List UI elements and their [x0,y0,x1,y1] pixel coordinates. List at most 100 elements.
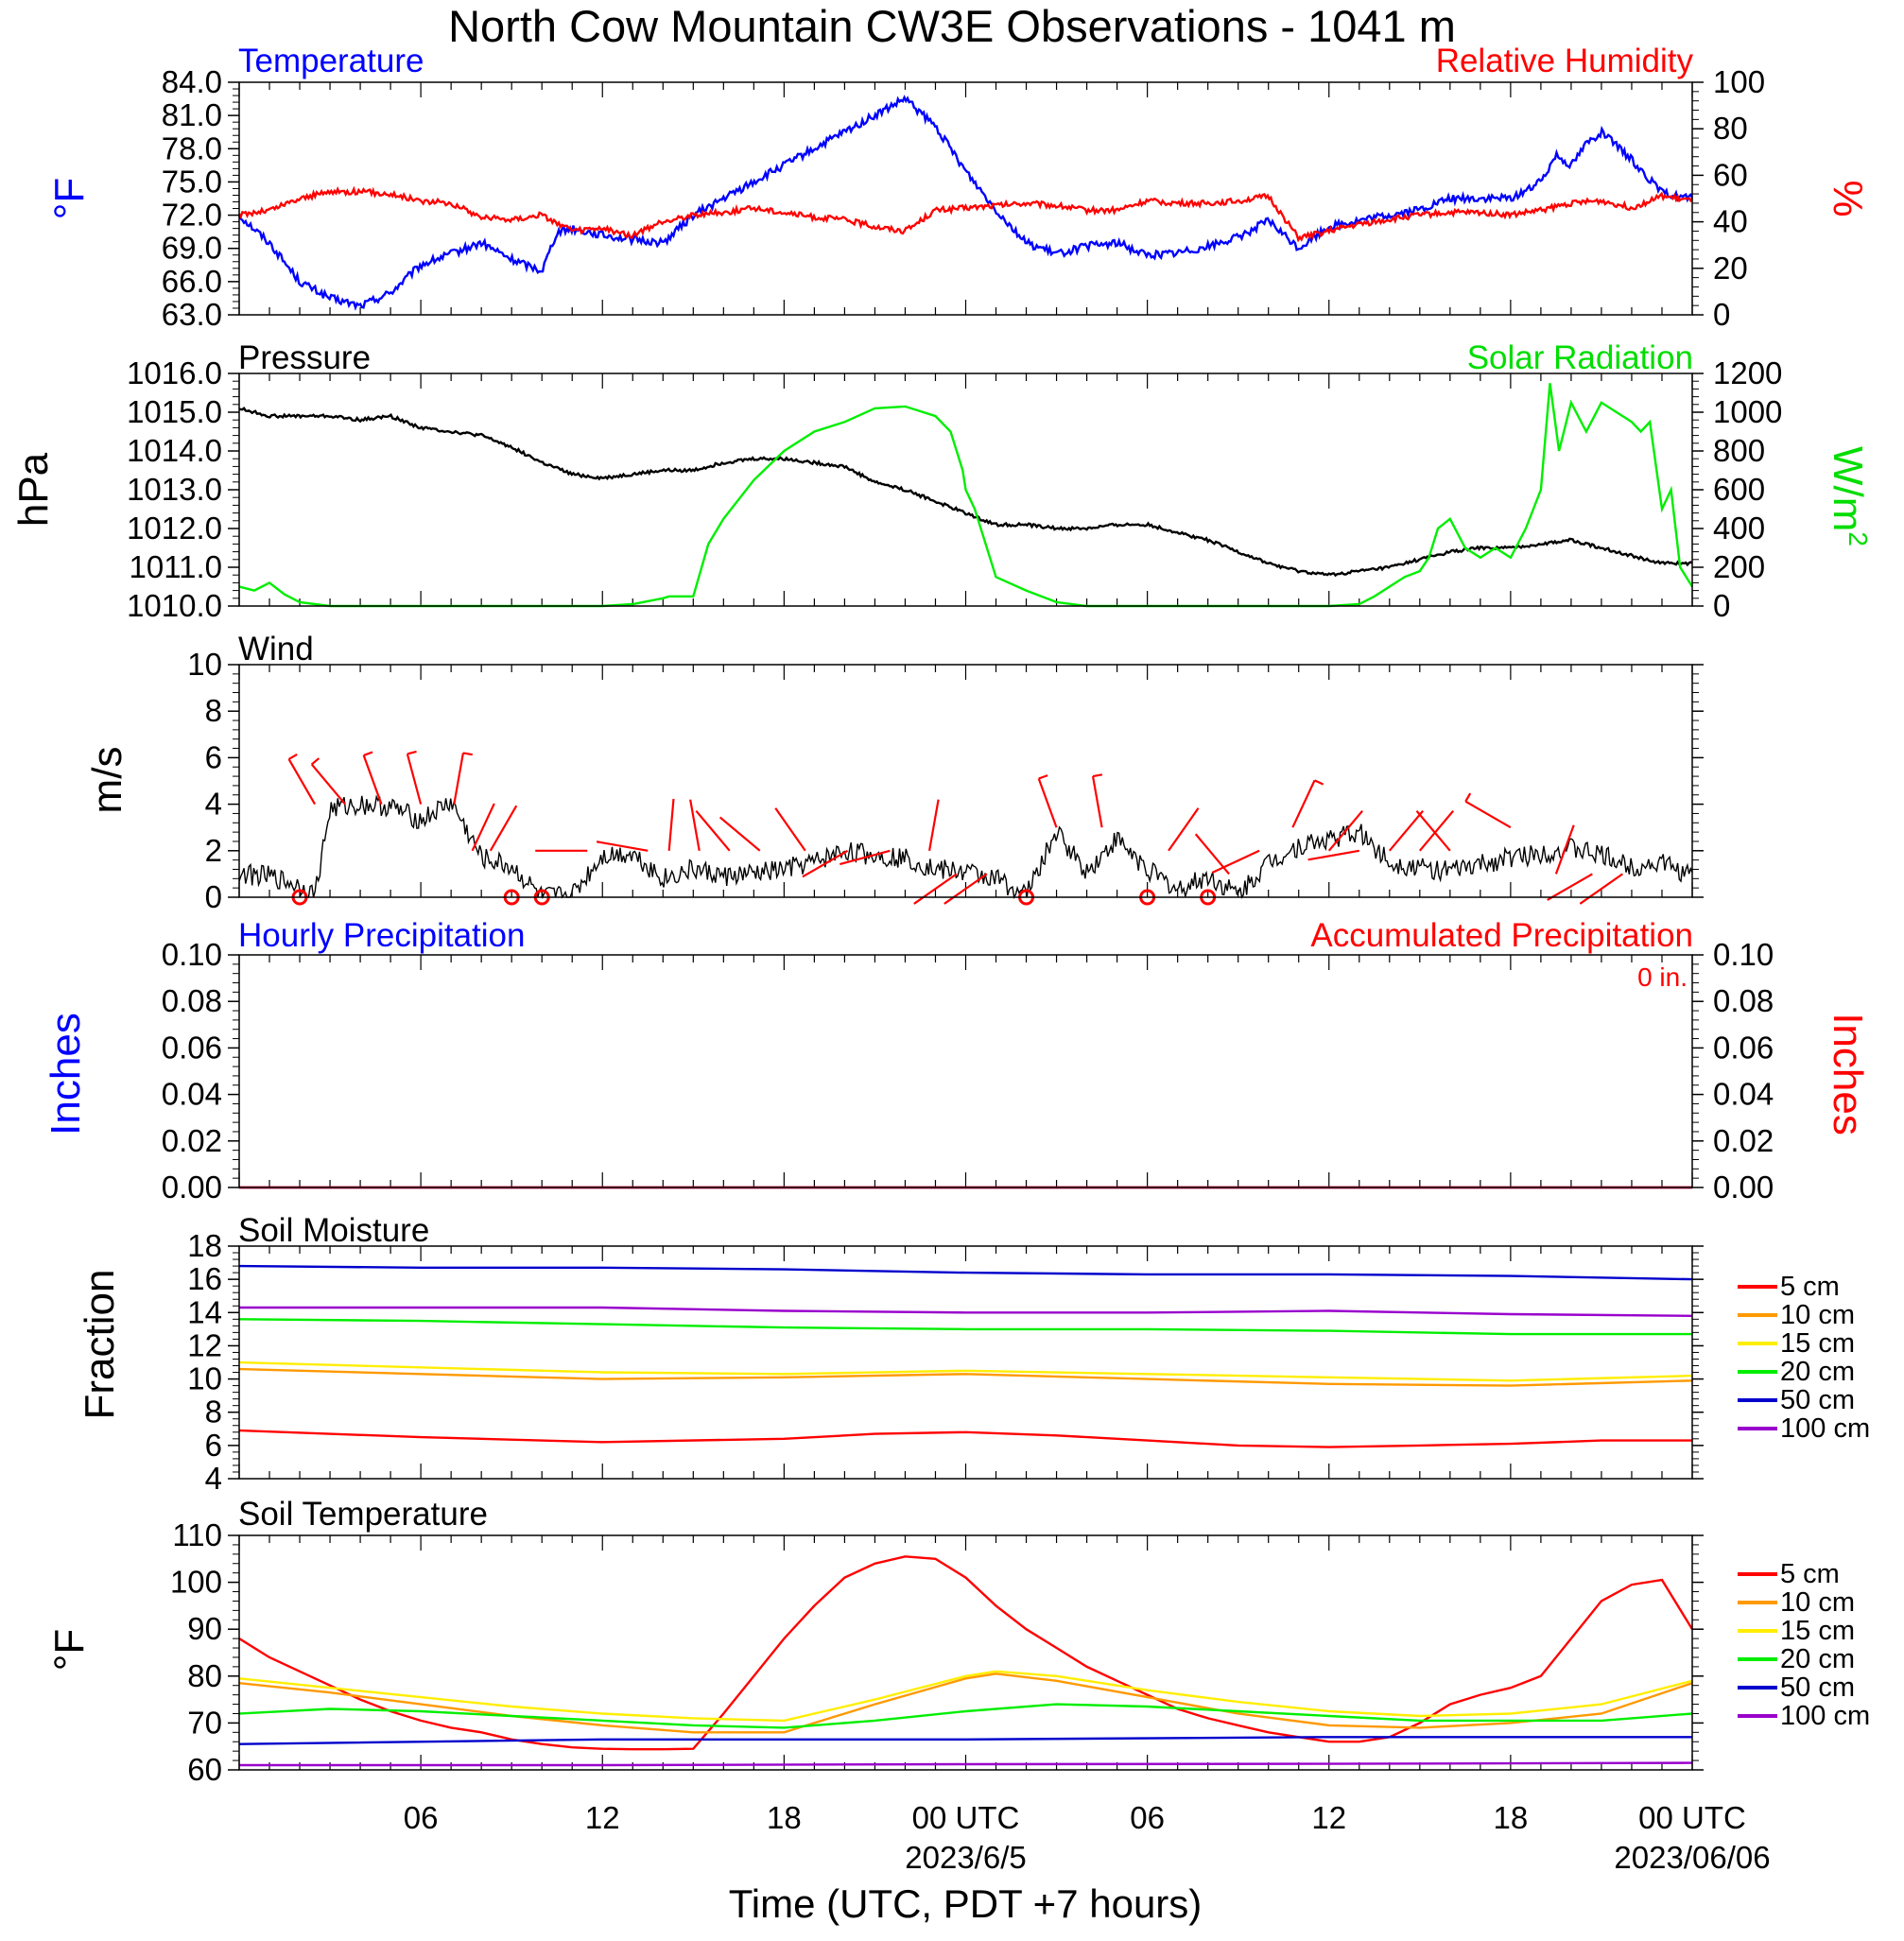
wind-barb-flag [1314,779,1324,786]
left-tick-label: 2 [205,833,222,868]
wind-barb-flag [462,752,473,756]
right-tick-label: 0 [1713,297,1730,332]
hourly-precip-panel-title: Hourly Precipitation [238,917,525,954]
pressure-axis-unit: hPa [10,452,57,527]
soil-moisture-axis-unit: Fraction [77,1270,123,1420]
accum-precip-total-label: 0 in. [1637,962,1688,992]
soil-temperature-plot-frame [238,1534,1693,1771]
right-tick-label: 0.02 [1713,1123,1774,1158]
series-line-pressure [238,407,1693,578]
left-tick-label: 75.0 [162,164,222,199]
x-tick-label: 06 [404,1800,439,1835]
left-tick-label: 4 [205,1461,222,1496]
x-tick-label: 06 [1130,1800,1165,1835]
wind-barb [1091,775,1103,828]
left-tick-label: 70 [187,1705,222,1740]
wind-barb [406,754,423,805]
soil-temperature-panel-title: Soil Temperature [238,1496,488,1533]
right-tick-label: 80 [1713,111,1748,146]
svg-text:W/m2: W/m2 [1825,446,1873,546]
wind-barb [774,807,806,852]
left-tick-label: 1013.0 [127,472,222,507]
right-tick-label: 600 [1713,472,1765,507]
legend-label: 10 cm [1780,1300,1855,1330]
accum-precip-axis-unit: Inches [1825,1013,1871,1135]
wind-barb [1418,809,1455,852]
series-line-relative-humidity [237,185,1693,243]
left-tick-label: 72.0 [162,198,222,233]
x-tick-label: 18 [1494,1800,1529,1835]
left-tick-label: 63.0 [162,297,222,332]
left-tick-label: 90 [187,1611,222,1646]
left-tick-label: 10 [187,647,222,682]
x-tick-label: 12 [1311,1800,1346,1835]
date-label: 2023/06/06 [1614,1840,1770,1875]
legend-label: 50 cm [1780,1672,1855,1703]
wind-barb [718,816,761,852]
wind-barb [1327,809,1363,852]
legend-label: 20 cm [1780,1644,1855,1674]
right-tick-label: 20 [1713,251,1748,286]
series-line-5-cm [238,1429,1692,1448]
left-tick-label: 0.08 [162,983,222,1018]
wind-barb [1307,849,1359,861]
series-line-15-cm [238,1360,1693,1382]
wind-barb [667,798,675,851]
wind-barb [1291,779,1316,828]
left-tick-label: 1011.0 [130,549,222,584]
wind-barb-flag [311,757,320,766]
right-tick-label: 800 [1713,433,1765,468]
legend-label: 15 cm [1780,1328,1855,1359]
left-tick-label: 10 [187,1361,222,1396]
left-tick-label: 12 [187,1327,222,1362]
wind-barb [913,873,958,905]
legend-label: 15 cm [1780,1616,1855,1646]
left-tick-label: 1014.0 [127,433,222,468]
figure-title: North Cow Mountain CW3E Observations - 1… [448,1,1456,51]
wind-barb [802,849,849,878]
wind-barb [1579,873,1623,905]
wind-barb [1554,824,1575,875]
left-tick-label: 1016.0 [127,355,222,390]
legend-label: 100 cm [1780,1413,1870,1444]
wind-barb [1211,849,1260,875]
series-line-temperature [237,95,1694,311]
humidity-axis-unit: % [1825,180,1871,217]
x-tick-label: 00 UTC [912,1800,1020,1835]
left-tick-label: 8 [205,693,222,728]
series-line-15-cm [238,1670,1693,1723]
series-line-50-cm [238,1264,1693,1281]
soil-temperature-axis-unit: °F [46,1629,93,1671]
series-line-wind-speed [238,794,1693,900]
left-tick-label: 1010.0 [127,588,222,623]
wind-barb-flag [1092,773,1103,778]
left-tick-label: 0.06 [162,1030,222,1065]
wind-barb-flag [1464,792,1472,803]
wind-barb [362,754,383,805]
left-tick-label: 0.04 [162,1077,222,1112]
wind-barb [453,753,464,805]
right-tick-label: 0.00 [1713,1170,1774,1204]
wind-barb-flag [1038,774,1048,780]
series-line-100-cm [239,1761,1693,1767]
wind-barb [1415,809,1451,852]
right-tick-label: 0.06 [1713,1030,1774,1065]
precip-plot-frame [238,954,1693,1188]
series-line-20-cm [238,1318,1692,1336]
soil-moisture-plot-frame [238,1245,1693,1480]
soil-moisture-panel-title: Soil Moisture [238,1212,429,1249]
left-tick-label: 66.0 [162,264,222,299]
left-tick-label: 69.0 [162,231,222,266]
wind-barb [1037,778,1058,828]
legend-label: 100 cm [1780,1701,1870,1731]
series-line-50-cm [238,1736,1692,1745]
legend-label: 5 cm [1780,1559,1840,1589]
left-tick-label: 81.0 [162,97,222,132]
left-tick-label: 18 [187,1228,222,1263]
legend-label: 10 cm [1780,1587,1855,1618]
date-label: 2023/6/5 [905,1840,1026,1875]
